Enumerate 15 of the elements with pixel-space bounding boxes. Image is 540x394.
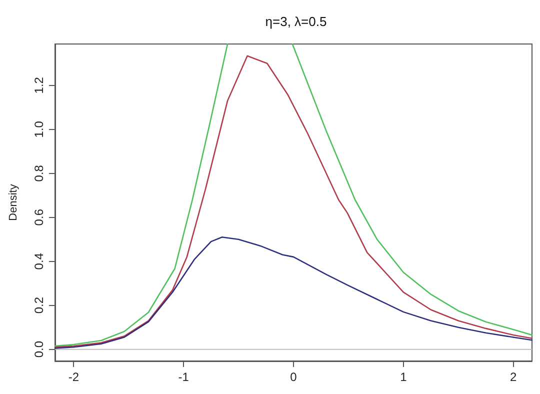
- y-tick-label: 0.6: [32, 208, 46, 226]
- x-tick-label: 1: [400, 370, 408, 384]
- x-tick-label: -1: [178, 370, 190, 384]
- y-tick-label: 0.8: [32, 164, 46, 182]
- x-tick-label: -2: [68, 370, 80, 384]
- y-tick-label: 0.4: [32, 252, 46, 270]
- y-tick-label: 1.2: [32, 76, 46, 94]
- chart-title: η=3, λ=0.5: [265, 14, 327, 29]
- line-series: [54, 236, 533, 349]
- y-tick-label: 1.0: [32, 120, 46, 138]
- x-tick-label: 2: [510, 370, 517, 384]
- x-tick-label: 0: [290, 370, 298, 384]
- y-axis-title: Density: [8, 184, 20, 221]
- y-tick-label: 0.0: [32, 340, 46, 358]
- y-tick-label: 0.2: [32, 296, 46, 314]
